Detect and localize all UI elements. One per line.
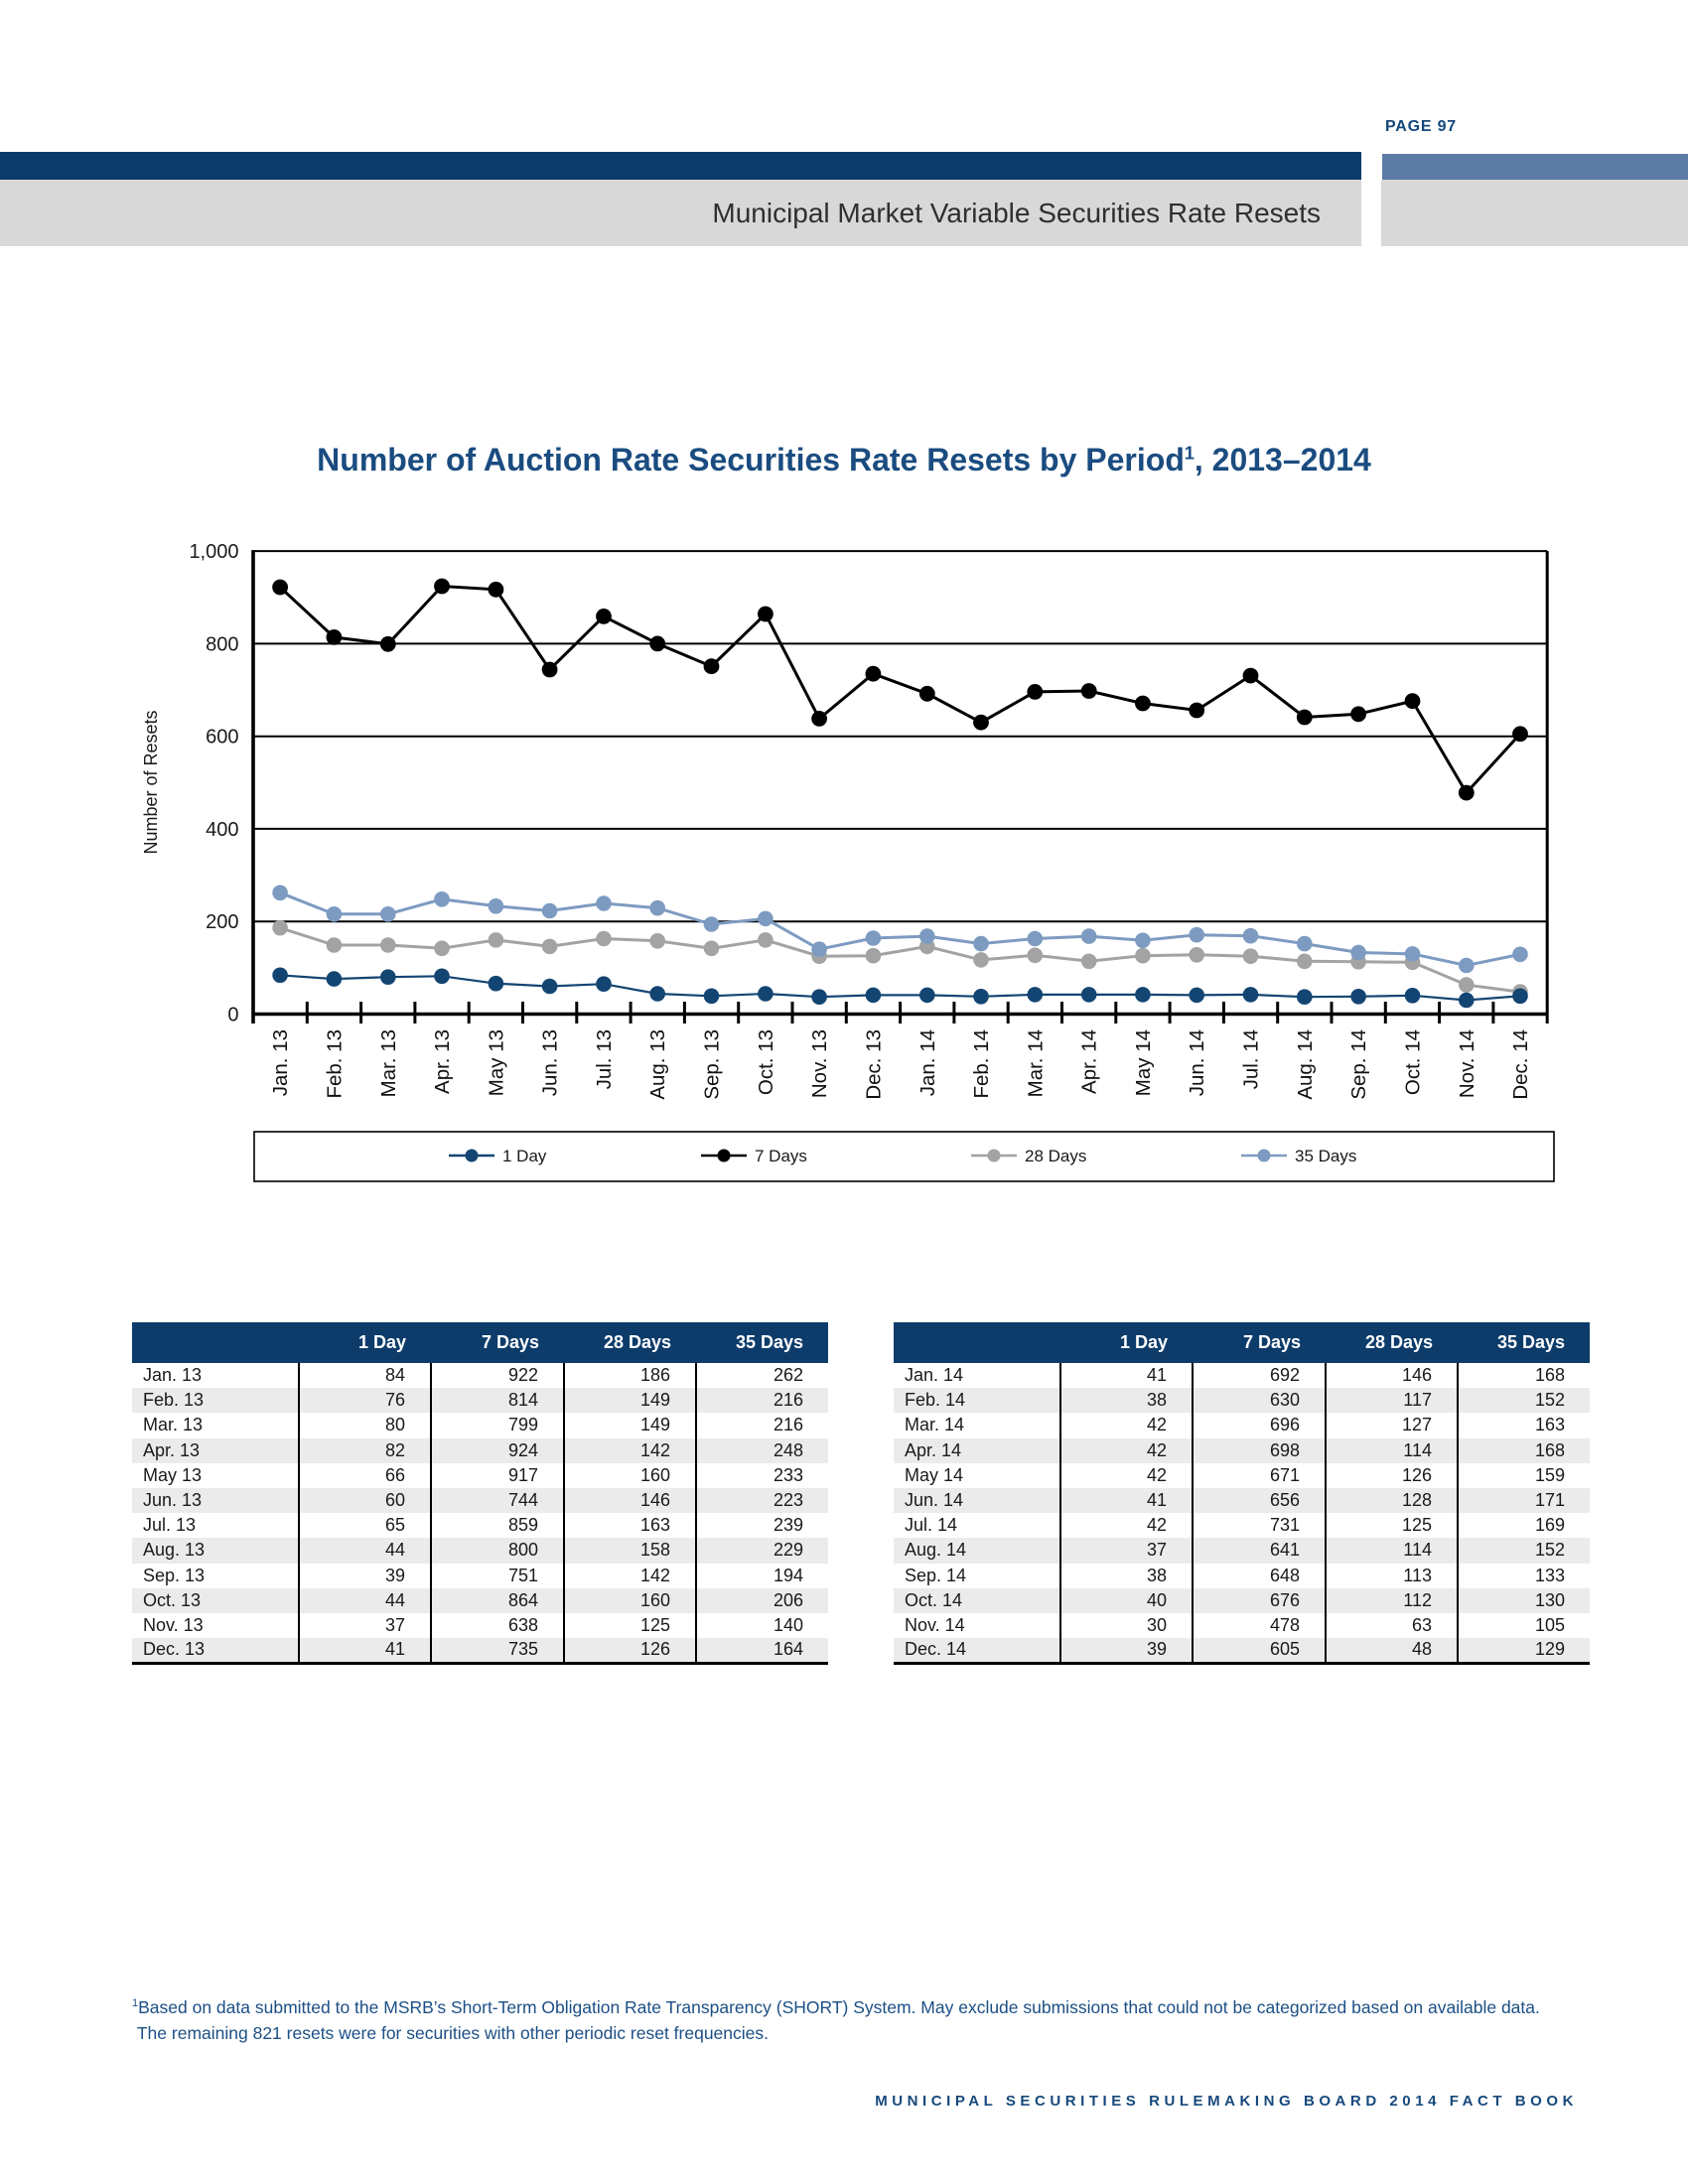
svg-text:Sep. 13: Sep. 13: [701, 1029, 724, 1100]
svg-text:Jan. 14: Jan. 14: [916, 1029, 939, 1096]
svg-text:400: 400: [206, 819, 238, 841]
svg-text:Number of Resets: Number of Resets: [141, 710, 161, 854]
svg-text:200: 200: [206, 911, 238, 933]
svg-text:600: 600: [206, 727, 238, 749]
svg-text:Apr. 13: Apr. 13: [431, 1029, 454, 1094]
svg-text:Dec. 14: Dec. 14: [1509, 1029, 1532, 1100]
svg-text:Sep. 14: Sep. 14: [1347, 1029, 1370, 1100]
svg-text:7 Days: 7 Days: [755, 1147, 807, 1165]
svg-text:800: 800: [206, 633, 238, 655]
svg-text:May 13: May 13: [485, 1029, 507, 1096]
svg-text:Feb. 13: Feb. 13: [323, 1029, 346, 1099]
svg-text:Aug. 14: Aug. 14: [1294, 1029, 1317, 1100]
svg-text:Oct. 13: Oct. 13: [755, 1029, 777, 1095]
svg-text:Feb. 14: Feb. 14: [970, 1029, 993, 1099]
svg-text:Dec. 13: Dec. 13: [862, 1029, 885, 1100]
svg-text:1,000: 1,000: [189, 541, 238, 563]
svg-text:Jun. 13: Jun. 13: [539, 1029, 562, 1096]
svg-text:Oct. 14: Oct. 14: [1402, 1029, 1425, 1095]
svg-text:Jun. 14: Jun. 14: [1186, 1029, 1208, 1096]
svg-text:0: 0: [227, 1005, 238, 1026]
svg-text:Jul. 13: Jul. 13: [593, 1029, 616, 1089]
svg-text:May 14: May 14: [1132, 1029, 1155, 1096]
svg-text:Jan. 13: Jan. 13: [269, 1029, 292, 1096]
svg-text:28 Days: 28 Days: [1025, 1147, 1086, 1165]
svg-text:Mar. 14: Mar. 14: [1024, 1029, 1047, 1097]
svg-text:35 Days: 35 Days: [1295, 1147, 1356, 1165]
svg-text:Apr. 14: Apr. 14: [1078, 1029, 1101, 1094]
svg-text:1 Day: 1 Day: [502, 1147, 547, 1165]
svg-text:Nov. 13: Nov. 13: [808, 1029, 831, 1098]
svg-text:Nov. 14: Nov. 14: [1456, 1029, 1478, 1098]
svg-text:Aug. 13: Aug. 13: [646, 1029, 669, 1100]
svg-text:Jul. 14: Jul. 14: [1240, 1029, 1263, 1089]
svg-text:Mar. 13: Mar. 13: [377, 1029, 400, 1097]
